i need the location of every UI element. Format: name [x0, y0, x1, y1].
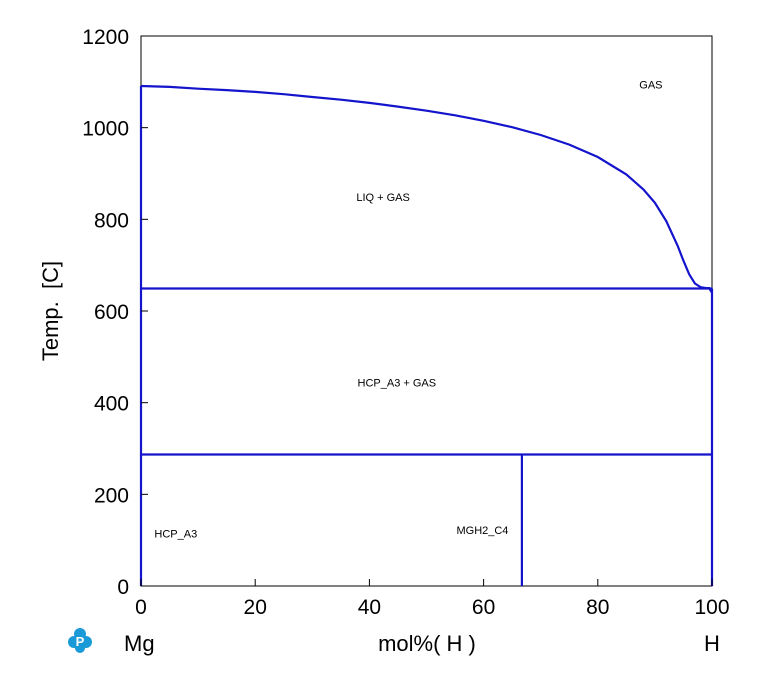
phase-boundary-1 [140, 84, 713, 294]
x-tick-label: 80 [586, 596, 609, 619]
x-tick-label: 0 [135, 596, 147, 619]
x-tick-label: 40 [358, 596, 381, 619]
region-label: MGH2_C4 [456, 525, 508, 537]
region-label: LIQ + GAS [356, 192, 410, 204]
x-left-label: Mg [124, 631, 155, 656]
y-tick-label: 200 [94, 484, 129, 507]
x-right-label: H [704, 631, 720, 656]
y-tick-label: 400 [94, 393, 129, 416]
x-axis-ticks: 0 20 40 60 80 100 [135, 579, 730, 619]
svg-text:P: P [76, 634, 85, 649]
y-tick-label: 800 [94, 209, 129, 232]
y-axis-ticks: 0 200 400 600 800 1000 1200 [82, 26, 148, 599]
region-labels: GAS LIQ + GAS HCP_A3 + GAS HCP_A3 MGH2_C4 [154, 80, 662, 541]
x-axis-title: mol%( H ) [378, 631, 476, 656]
logo-icon: P [68, 628, 92, 653]
plot-frame [140, 35, 713, 587]
region-label: HCP_A3 + GAS [358, 378, 437, 390]
x-tick-label: 20 [244, 596, 267, 619]
y-tick-label: 600 [94, 301, 129, 324]
y-axis-title: Temp. [C] [38, 261, 63, 361]
region-label: HCP_A3 [154, 528, 197, 540]
y-tick-label: 0 [117, 576, 129, 599]
phase-lines [139, 84, 714, 586]
y-tick-label: 1200 [82, 26, 129, 49]
x-tick-label: 60 [472, 596, 495, 619]
region-label: GAS [639, 80, 662, 92]
y-tick-label: 1000 [82, 118, 129, 141]
x-tick-label: 100 [694, 596, 729, 619]
